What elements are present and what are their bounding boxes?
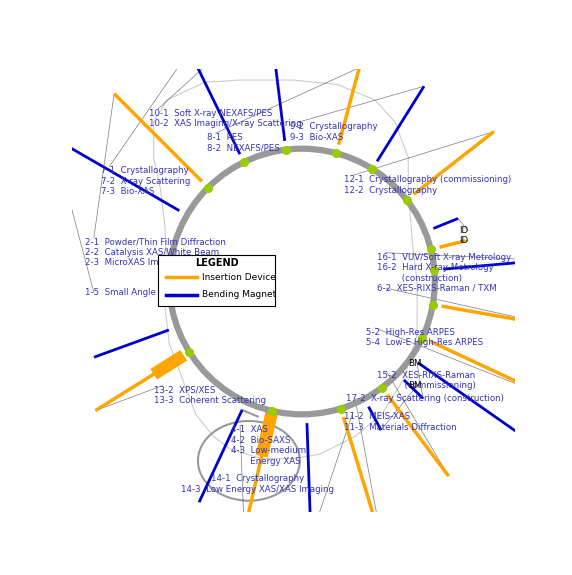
- Text: 7-1  Crystallography
7-2  X-ray Scattering
7-3  Bio-XAS: 7-1 Crystallography 7-2 X-ray Scattering…: [101, 166, 190, 196]
- Text: 1-5  Small Angle Scattering: 1-5 Small Angle Scattering: [85, 288, 203, 297]
- Text: BM: BM: [408, 381, 422, 390]
- Text: 4-1  XAS
4-2  Bio-SAXS
4-3  Low-medium
       Energy XAS: 4-1 XAS 4-2 Bio-SAXS 4-3 Low-medium Ener…: [231, 426, 306, 466]
- Text: 10-1  Soft X-ray NEXAFS/PES
10-2  XAS Imaging/X-ray Scattering: 10-1 Soft X-ray NEXAFS/PES 10-2 XAS Imag…: [149, 109, 302, 128]
- Text: 15-2  XES-RIXS-Raman
          (commissioning): 15-2 XES-RIXS-Raman (commissioning): [378, 371, 476, 390]
- Text: LEGEND: LEGEND: [195, 259, 239, 269]
- Text: ID: ID: [459, 236, 468, 245]
- Text: 9-2  Crystallography
9-3  Bio-XAS: 9-2 Crystallography 9-3 Bio-XAS: [289, 122, 377, 141]
- Bar: [158, 255, 276, 306]
- Text: Insertion Device: Insertion Device: [201, 273, 275, 282]
- Text: 13-2  XPS/XES
13-3  Coherent Scattering: 13-2 XPS/XES 13-3 Coherent Scattering: [154, 386, 265, 405]
- Text: 5-2  High-Res ARPES
5-4  Low-E High-Res ARPES: 5-2 High-Res ARPES 5-4 Low-E High-Res AR…: [366, 328, 483, 347]
- Text: 14-1  Crystallography
14-3  Low Energy XAS/XAS Imaging: 14-1 Crystallography 14-3 Low Energy XAS…: [181, 474, 334, 493]
- Text: 6-2  XES-RIXS-Raman / TXM: 6-2 XES-RIXS-Raman / TXM: [378, 283, 497, 293]
- Text: 11-2  MEIS-XAS
11-3  Materials Diffraction: 11-2 MEIS-XAS 11-3 Materials Diffraction: [344, 412, 456, 431]
- Text: 16-1  VUV/Soft X-ray Metrology
16-2  Hard X-ray Metrology
         (construction: 16-1 VUV/Soft X-ray Metrology 16-2 Hard …: [378, 253, 511, 282]
- Text: ID: ID: [459, 226, 468, 235]
- Text: 8-1  PES
8-2  NEXAFS/PES: 8-1 PES 8-2 NEXAFS/PES: [207, 133, 280, 152]
- Text: 2-1  Powder/Thin Film Diffraction
2-2  Catalysis XAS/White Beam
2-3  MicroXAS Im: 2-1 Powder/Thin Film Diffraction 2-2 Cat…: [85, 237, 226, 267]
- Text: BM: BM: [408, 359, 422, 368]
- Text: Bending Magnet: Bending Magnet: [201, 290, 276, 299]
- Text: 17-2  X-ray Scattering (construction): 17-2 X-ray Scattering (construction): [346, 394, 504, 403]
- Text: 12-1  Crystallography (commissioning)
12-2  Crystallography: 12-1 Crystallography (commissioning) 12-…: [344, 175, 511, 195]
- Polygon shape: [154, 80, 417, 459]
